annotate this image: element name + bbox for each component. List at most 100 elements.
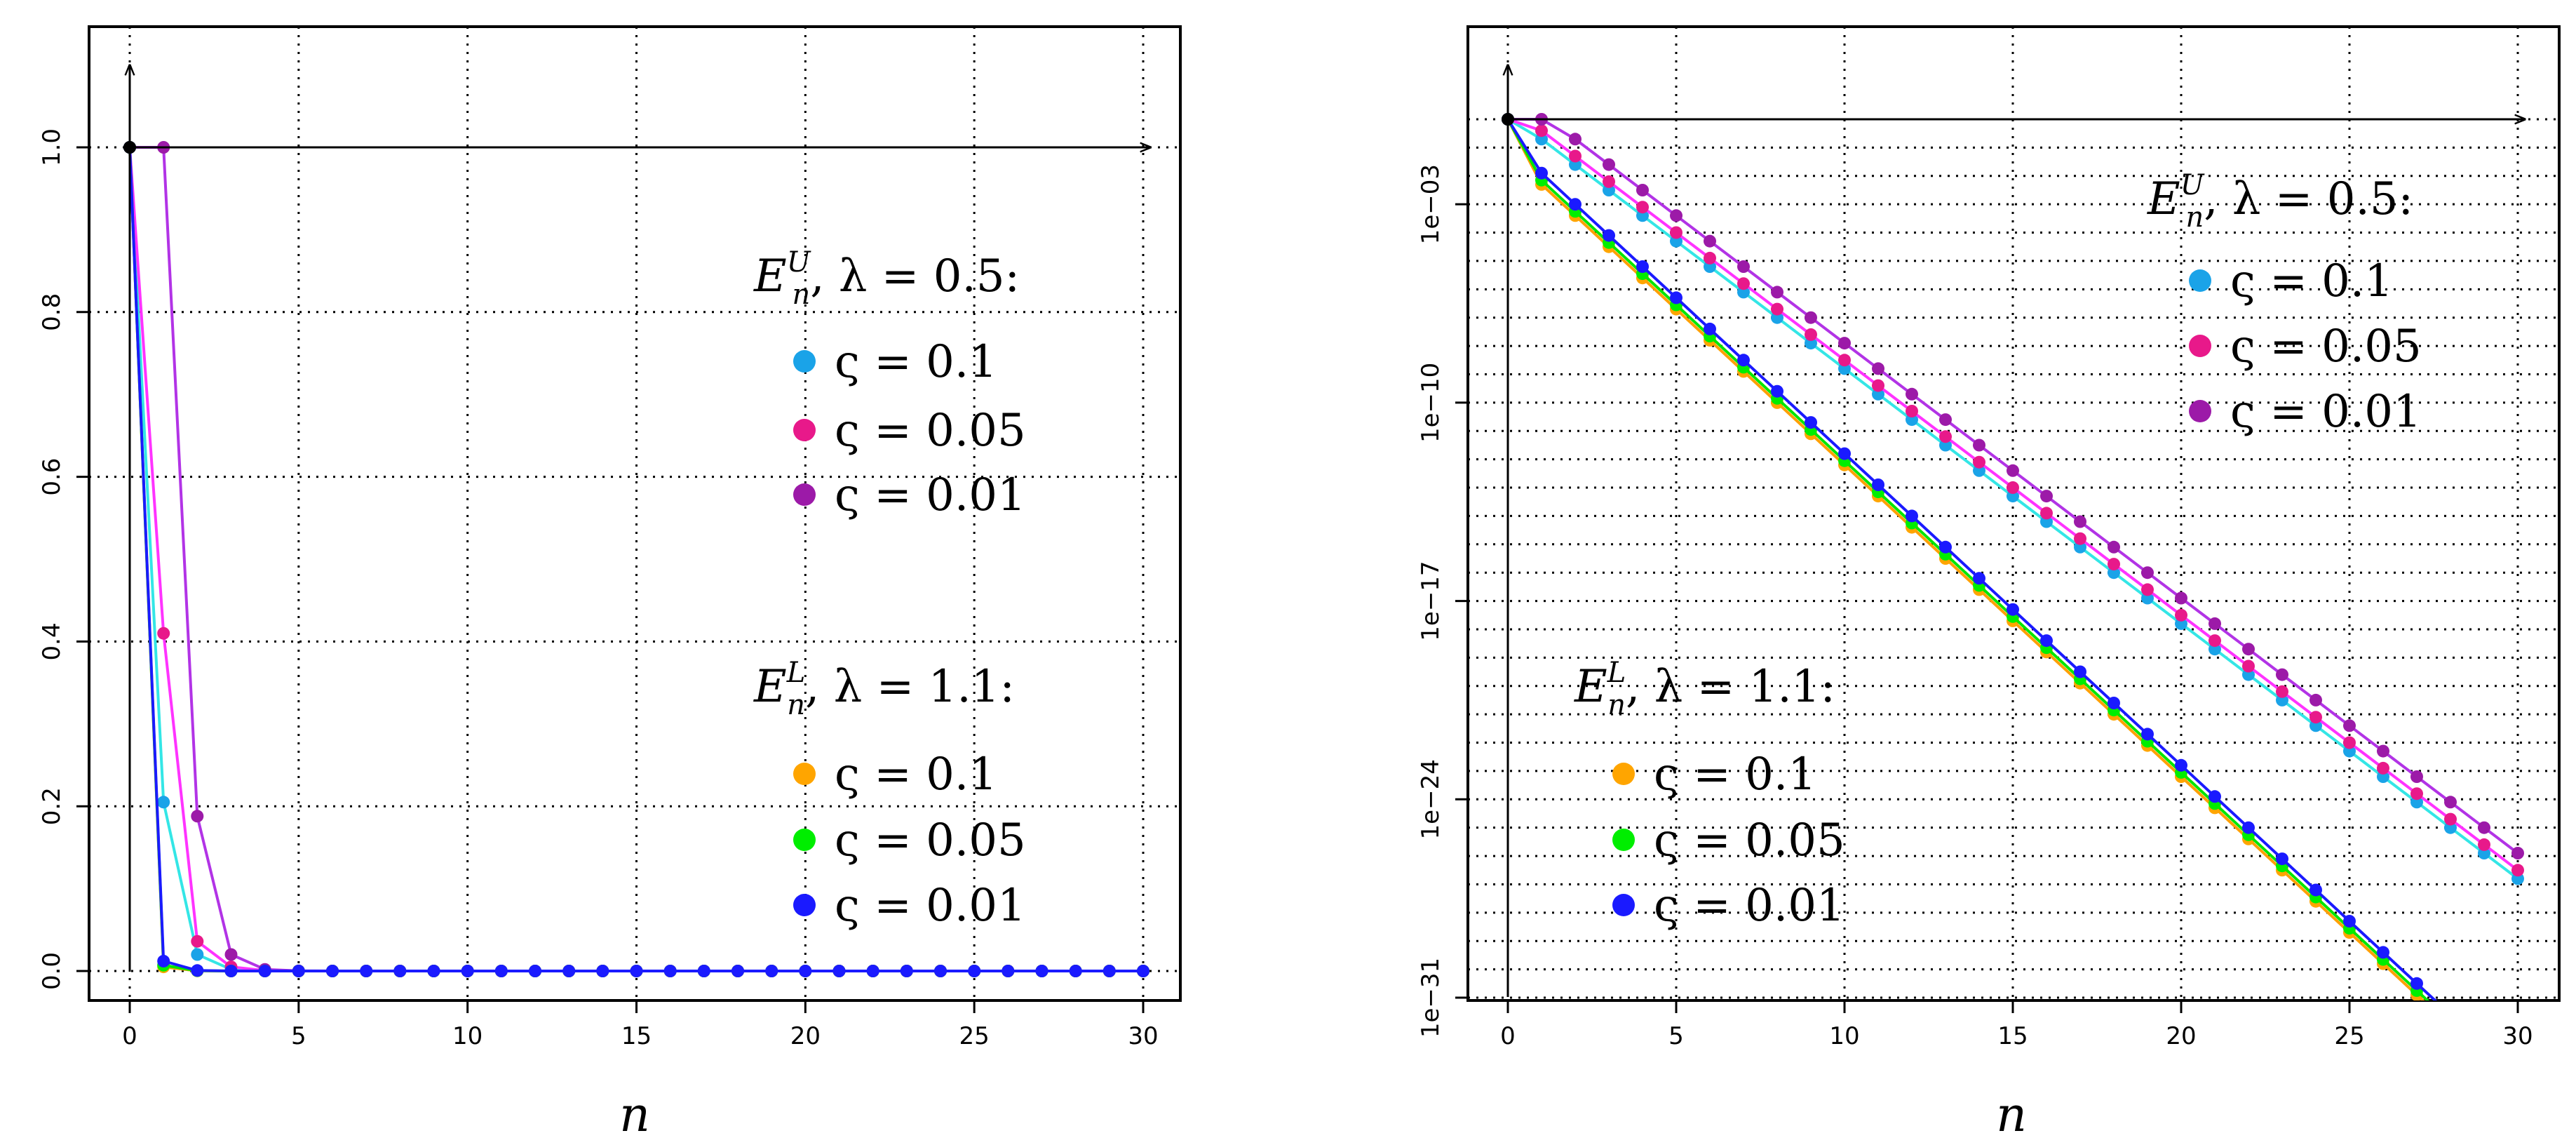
data-point: [2444, 1019, 2457, 1032]
grid-lines: [1468, 27, 2559, 1000]
data-point: [2343, 736, 2356, 749]
legend-upper: EU n, λ = 0.5: ς = 0.1 ς = 0.05 ς = 0.01: [753, 246, 1026, 521]
data-point: [1906, 509, 1918, 523]
data-point: [2040, 634, 2053, 648]
legend-label: ς = 0.05: [1654, 815, 1845, 866]
data-point: [224, 965, 238, 977]
data-point: [1838, 337, 1851, 350]
y-tick-label: 1e−03: [1417, 164, 1445, 244]
data-point: [2141, 728, 2154, 741]
series: [1502, 113, 2524, 1083]
y-tick-label: 0.0: [38, 952, 66, 990]
data-point: [1569, 198, 1582, 211]
data-point: [2410, 770, 2423, 783]
data-point: [2175, 608, 2187, 622]
data-point: [2074, 665, 2086, 678]
data-point: [2074, 532, 2086, 545]
legend-label: ς = 0.01: [835, 469, 1026, 521]
legend-label: ς = 0.05: [835, 405, 1026, 457]
data-point: [2276, 685, 2288, 698]
data-point: [2209, 790, 2221, 803]
data-point: [2040, 507, 2053, 520]
data-point: [191, 964, 204, 977]
y-axis-ticks: 0.0 0.2 0.4 0.6 0.8 1.0: [38, 128, 89, 990]
x-axis-ticks: 0 5 10 15 20 25 30: [122, 1000, 1159, 1050]
data-point: [1939, 540, 1952, 554]
data-point: [2343, 915, 2356, 928]
data-point: [1636, 260, 1649, 273]
x-tick-label: 30: [2502, 1022, 2533, 1050]
legend-lower: EL n, λ = 1.1: ς = 0.1 ς = 0.05 ς = 0.01: [753, 657, 1026, 932]
data-point: [731, 965, 744, 977]
series: [1502, 113, 2524, 859]
data-point: [2511, 1082, 2524, 1094]
data-point: [2108, 540, 2120, 554]
data-point: [2444, 796, 2457, 809]
data-point: [2478, 838, 2490, 851]
data-point: [1805, 328, 1817, 341]
data-point: [157, 954, 170, 967]
data-point: [2175, 758, 2187, 772]
legend-dot: [793, 829, 816, 851]
legend-dot: [793, 483, 816, 506]
data-point: [1670, 226, 1683, 239]
y-tick-label: 0.4: [38, 622, 66, 660]
legend-label: ς = 0.1: [835, 749, 997, 801]
legend-heading-upper: EU n, λ = 0.5:: [2147, 169, 2413, 234]
data-point: [1603, 175, 1615, 188]
data-point: [2242, 821, 2255, 834]
x-axis-title: n: [1996, 1087, 2027, 1143]
data-point: [1737, 260, 1750, 273]
data-point: [2209, 634, 2221, 648]
data-point: [2276, 852, 2288, 866]
data-point: [2511, 1071, 2524, 1083]
x-tick-label: 0: [1500, 1022, 1516, 1050]
data-point: [326, 965, 339, 977]
data-point: [2007, 481, 2019, 494]
data-point: [2309, 883, 2322, 897]
data-point: [2242, 659, 2255, 673]
legend-heading-lower: EL n, λ = 1.1:: [753, 657, 1015, 721]
data-point: [2074, 515, 2086, 528]
data-point: [191, 935, 204, 948]
data-point: [494, 965, 508, 977]
legend-label: ς = 0.1: [1654, 749, 1816, 801]
data-point: [2276, 668, 2288, 681]
legend-label: ς = 0.01: [835, 880, 1026, 932]
data-point: [157, 627, 170, 640]
legend-dot: [793, 350, 816, 373]
x-tick-label: 5: [1668, 1022, 1684, 1050]
data-point: [2040, 490, 2053, 503]
x-axis-ticks: 0 5 10 15 20 25 30: [1500, 1000, 2533, 1050]
data-point: [2511, 847, 2524, 859]
data-point: [1102, 965, 1116, 977]
legend-heading-lower: EL n, λ = 1.1:: [1574, 657, 1835, 721]
data-point: [2444, 1015, 2457, 1028]
log-chart-panel: 0 5 10 15 20 25 30 1e−03 1e−10 1e−17 1e−24 1e−31 n…: [1417, 25, 2561, 1143]
data-point: [1771, 302, 1783, 316]
y-tick-label: 0.8: [38, 293, 66, 331]
data-point: [1939, 413, 1952, 427]
x-tick-label: 20: [790, 1022, 821, 1050]
origin-point: [123, 141, 136, 154]
data-point: [1603, 158, 1615, 171]
data-point: [1805, 416, 1817, 429]
x-tick-label: 25: [2334, 1022, 2364, 1050]
data-point: [191, 810, 204, 823]
data-point: [1939, 430, 1952, 443]
y-axis-ticks: 1e−03 1e−10 1e−17 1e−24 1e−31: [1417, 164, 1468, 1038]
data-point: [258, 965, 271, 977]
data-point: [934, 965, 947, 977]
data-point: [799, 965, 812, 977]
y-tick-label: 0.2: [38, 787, 66, 825]
data-point: [2175, 591, 2187, 605]
legend-dot: [1612, 829, 1635, 851]
legend-upper: EU n, λ = 0.5: ς = 0.1 ς = 0.05 ς = 0.01: [2147, 169, 2422, 438]
data-point: [1002, 965, 1015, 977]
data-point: [2511, 864, 2524, 877]
x-tick-label: 10: [452, 1022, 483, 1050]
data-point: [630, 965, 643, 977]
data-point: [2478, 821, 2490, 834]
data-point: [1838, 447, 1851, 460]
